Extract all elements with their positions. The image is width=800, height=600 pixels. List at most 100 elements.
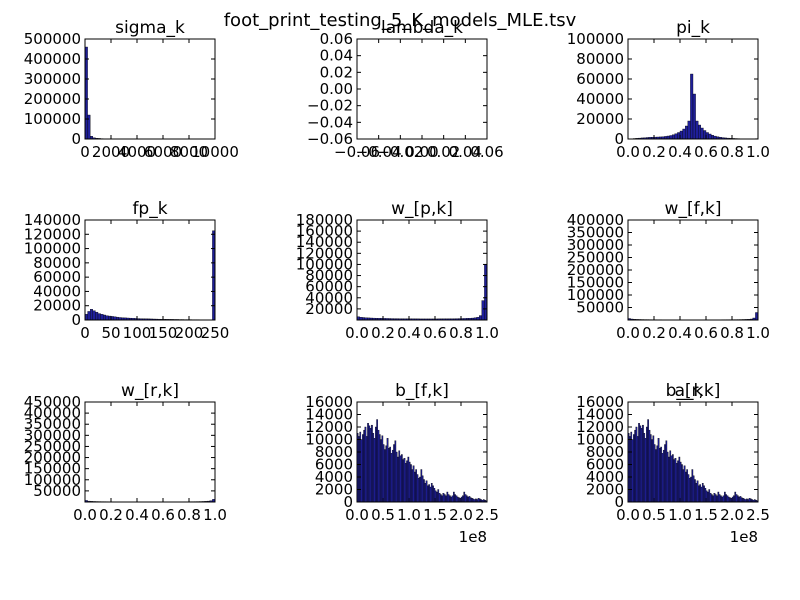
histogram-bar: [463, 491, 466, 503]
panels: 0 200040006000800010000010000020000030000…: [24, 18, 770, 546]
histogram-bar: [408, 461, 411, 503]
histogram-bar: [682, 128, 686, 140]
histogram-bar: [643, 433, 646, 503]
histogram-bar: [364, 426, 367, 503]
histogram-bar: [708, 489, 711, 503]
histogram-bar: [450, 496, 453, 503]
histogram-bar: [716, 495, 718, 503]
y-tick-label: 60000: [33, 268, 81, 286]
x-tick-label: 0.0: [616, 324, 640, 342]
histogram-bar: [718, 494, 721, 503]
x-tick-label: 0.4: [668, 143, 692, 161]
histogram-bar: [440, 494, 442, 503]
histogram-bar: [673, 459, 675, 503]
histogram-bar: [360, 439, 363, 503]
y-tick-label: 150000: [567, 274, 624, 292]
histogram-bar: [672, 454, 674, 503]
y-tick-label: 100000: [296, 255, 353, 273]
x-tick-label: 8000: [170, 143, 208, 161]
x-tick-label: 0.2: [642, 324, 666, 342]
y-tick-label: 300000: [567, 236, 624, 254]
histogram-bar: [674, 458, 677, 503]
histogram-bar: [656, 445, 659, 503]
histogram-bar: [735, 494, 738, 503]
y-tick-label: 150000: [24, 460, 81, 478]
histogram-bar: [659, 448, 661, 503]
y-tick-label: 400000: [567, 211, 624, 229]
y-tick-label: 0: [71, 311, 81, 329]
y-tick-label: 180000: [296, 211, 353, 229]
histogram-bar: [425, 480, 428, 503]
x-tick-label: −0.06: [334, 143, 380, 161]
y-tick-label: 14000: [576, 406, 624, 424]
y-tick-label: 8000: [315, 443, 353, 461]
histogram-bar: [363, 429, 365, 503]
histogram-bar: [678, 456, 681, 503]
axes-frame: [84, 219, 216, 321]
histogram-bar: [449, 495, 451, 503]
panel-title: pi_k: [676, 18, 710, 38]
x-offset-label: 1e8: [459, 528, 487, 546]
histogram-bar: [390, 453, 393, 503]
histogram-bar: [729, 497, 731, 503]
x-tick-label: 0.2: [99, 506, 123, 524]
x-tick-label: 2000: [92, 143, 130, 161]
panel-w_rk: 0.0 0.2 0.4 0.6 0.8 1.0 5000010000015000020000…: [24, 381, 227, 524]
y-tick-label: 0.04: [320, 47, 353, 65]
y-tick-label: 40000: [305, 289, 353, 307]
histogram-bar: [455, 495, 458, 503]
histogram-bar: [458, 497, 460, 503]
y-tick-label: −0.06: [307, 130, 353, 148]
axes-frame: [356, 219, 488, 321]
x-tick-label: 0.8: [720, 324, 744, 342]
x-tick-label: 0.8: [720, 143, 744, 161]
x-tick-label: 0.0: [616, 506, 640, 524]
histogram-bar: [377, 429, 380, 503]
histogram-bar: [359, 431, 362, 503]
histogram-bar: [477, 498, 480, 503]
histogram-bar: [651, 439, 653, 503]
histogram-bar: [367, 423, 369, 503]
histogram-bar: [391, 449, 394, 503]
histogram-bar: [640, 428, 643, 503]
y-tick-label: 16000: [576, 393, 624, 411]
x-tick-label: 0: [80, 324, 90, 342]
y-tick-label: 60000: [576, 70, 624, 88]
histogram-bar: [733, 495, 735, 503]
histogram-bar: [97, 313, 101, 321]
histogram-bar: [378, 434, 381, 503]
histogram-bar: [670, 455, 673, 503]
histogram-bar: [407, 456, 410, 503]
histogram-bar: [419, 476, 421, 503]
histogram-bar: [635, 426, 638, 503]
histogram-bar: [646, 426, 648, 503]
histogram-bar: [469, 497, 472, 503]
histogram-bar: [636, 436, 639, 503]
y-tick-label: 60000: [305, 278, 353, 296]
histogram-bar: [481, 300, 485, 321]
histogram-bar: [358, 436, 360, 503]
histogram-bar: [652, 435, 655, 503]
histogram-bar: [421, 475, 424, 503]
histogram-bar: [690, 476, 692, 503]
x-tick-label: 0.2: [371, 324, 395, 342]
y-tick-label: 8000: [586, 443, 624, 461]
histogram-bar: [372, 433, 375, 503]
histogram-bar: [655, 449, 657, 503]
histogram-bars: [356, 419, 488, 503]
histogram-bar: [388, 448, 390, 503]
x-tick-label: 250: [201, 324, 230, 342]
histogram-bar: [738, 496, 740, 503]
histogram-bar: [412, 465, 415, 503]
panel-pi_k: 0.0 0.2 0.4 0.6 0.8 1.0 0 20000 40000 60000 80000 1…: [567, 18, 770, 161]
histogram-bar: [681, 464, 683, 503]
histogram-bar: [664, 444, 666, 503]
y-tick-label: 0: [614, 493, 624, 511]
histogram-bar: [727, 496, 730, 503]
y-tick-label: 100000: [24, 471, 81, 489]
histogram-bar: [394, 440, 397, 503]
panel-w_pk: 0.0 0.2 0.4 0.6 0.8 1.0 2000040000600008000010…: [296, 199, 499, 342]
x-tick-label: 0.6: [694, 324, 718, 342]
y-tick-label: 2000: [315, 481, 353, 499]
histogram-bar: [103, 314, 106, 321]
